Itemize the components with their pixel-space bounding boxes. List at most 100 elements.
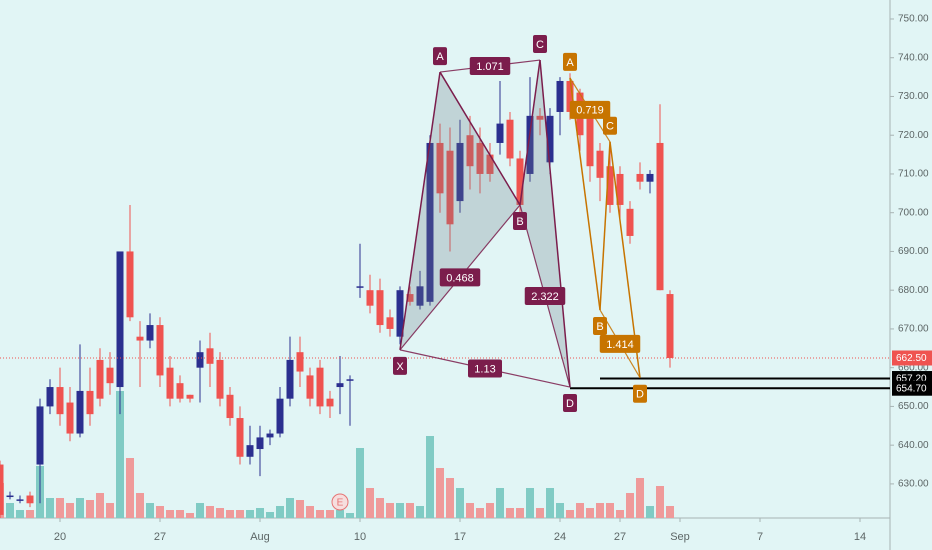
candle-body <box>246 445 254 457</box>
y-tick-label: 720.00 <box>898 130 929 141</box>
point-label-box <box>393 356 407 375</box>
candle-body <box>386 317 394 329</box>
volume-bar <box>226 510 234 518</box>
volume-bar <box>146 503 154 518</box>
plot <box>0 73 674 518</box>
candle-body <box>346 379 354 381</box>
volume-bar <box>116 391 124 518</box>
volume-bar <box>366 488 374 518</box>
volume-bar <box>216 508 224 518</box>
x-tick-label: 27 <box>614 531 626 543</box>
volume-bar <box>436 468 444 518</box>
candle-body <box>186 394 194 399</box>
x-tick-label: 27 <box>154 531 166 543</box>
y-tick-label: 640.00 <box>898 440 929 451</box>
volume-bar <box>346 513 354 518</box>
candle-body <box>376 290 384 326</box>
candle-body <box>176 383 184 399</box>
candle-body <box>36 406 44 465</box>
volume-bar <box>536 508 544 518</box>
candle-body <box>146 325 154 341</box>
candle-body <box>666 294 674 358</box>
volume-bar <box>176 510 184 518</box>
x-tick-label: 14 <box>854 531 866 543</box>
price-badge-label: 657.20 <box>896 374 927 385</box>
point-label-box <box>633 384 647 403</box>
x-tick-label: 7 <box>757 531 763 543</box>
price-badge <box>892 350 932 366</box>
volume-bar <box>426 436 434 518</box>
candle-body <box>616 173 624 205</box>
volume-bar <box>626 493 634 518</box>
candle-body <box>366 290 374 306</box>
ratio-label-box <box>524 287 566 305</box>
volume-bar <box>106 503 114 518</box>
volume-bar <box>606 503 614 518</box>
volume-bar <box>86 500 94 518</box>
candle-body <box>526 115 534 174</box>
point-label: X <box>396 361 404 373</box>
volume-bar <box>166 510 174 518</box>
ratio-label: 1.071 <box>476 61 504 73</box>
candle-body <box>86 390 94 415</box>
volume-bar <box>406 503 414 518</box>
volume-bar <box>596 503 604 518</box>
point-label: A <box>566 57 574 69</box>
candle-body <box>206 348 214 364</box>
point-label: D <box>636 389 644 401</box>
volume-bar <box>276 506 284 518</box>
y-tick-label: 650.00 <box>898 401 929 412</box>
volume-bar <box>336 510 344 518</box>
volume-bar <box>156 506 164 518</box>
y-tick-label: 630.00 <box>898 479 929 490</box>
point-label-box <box>563 52 577 71</box>
point-label: C <box>536 39 544 51</box>
volume-bar <box>416 506 424 518</box>
x-tick-label: 17 <box>454 531 466 543</box>
volume-bar <box>376 498 384 518</box>
volume-bar <box>186 513 194 518</box>
volume-bar <box>556 503 564 518</box>
event-marker: E <box>331 493 349 511</box>
x-tick-label: Sep <box>670 531 690 543</box>
candle-body <box>216 359 224 399</box>
y-tick-label: 660.00 <box>898 362 929 373</box>
volume-bar <box>66 503 74 518</box>
volume-bar <box>356 448 364 518</box>
ratio-label: 0.468 <box>446 272 474 284</box>
y-tick-label: 670.00 <box>898 324 929 335</box>
candle-body <box>496 123 504 143</box>
candle-body <box>116 251 124 388</box>
candle-body <box>426 142 434 302</box>
candle-body <box>546 115 554 163</box>
volume-bar <box>486 503 494 518</box>
volume-bar <box>256 508 264 518</box>
volume-bar <box>56 498 64 518</box>
volume-bar <box>136 493 144 518</box>
volume-bar <box>506 508 514 518</box>
volume-bar <box>196 503 204 518</box>
price-badge-label: 654.70 <box>896 383 927 394</box>
volume-bar <box>456 488 464 518</box>
volume-bar <box>266 512 274 518</box>
candle-body <box>336 383 344 388</box>
volume-bar <box>546 488 554 518</box>
volume-bar <box>386 503 394 518</box>
candle-body <box>156 325 164 376</box>
x-tick-label: 20 <box>54 531 66 543</box>
volume-bar <box>576 503 584 518</box>
candle-body <box>406 294 414 302</box>
volume-bar <box>246 510 254 518</box>
candle-body <box>356 286 364 288</box>
point-label: A <box>436 51 444 63</box>
volume-bar <box>326 510 334 518</box>
candle-body <box>166 367 174 399</box>
candle-body <box>436 142 444 194</box>
event-label: E <box>337 498 344 509</box>
ratio-label: 1.414 <box>606 339 634 351</box>
price-badge-label: 662.50 <box>896 353 927 364</box>
pattern-leg <box>599 141 611 310</box>
candle-body <box>316 367 324 407</box>
candle-body <box>16 499 24 501</box>
